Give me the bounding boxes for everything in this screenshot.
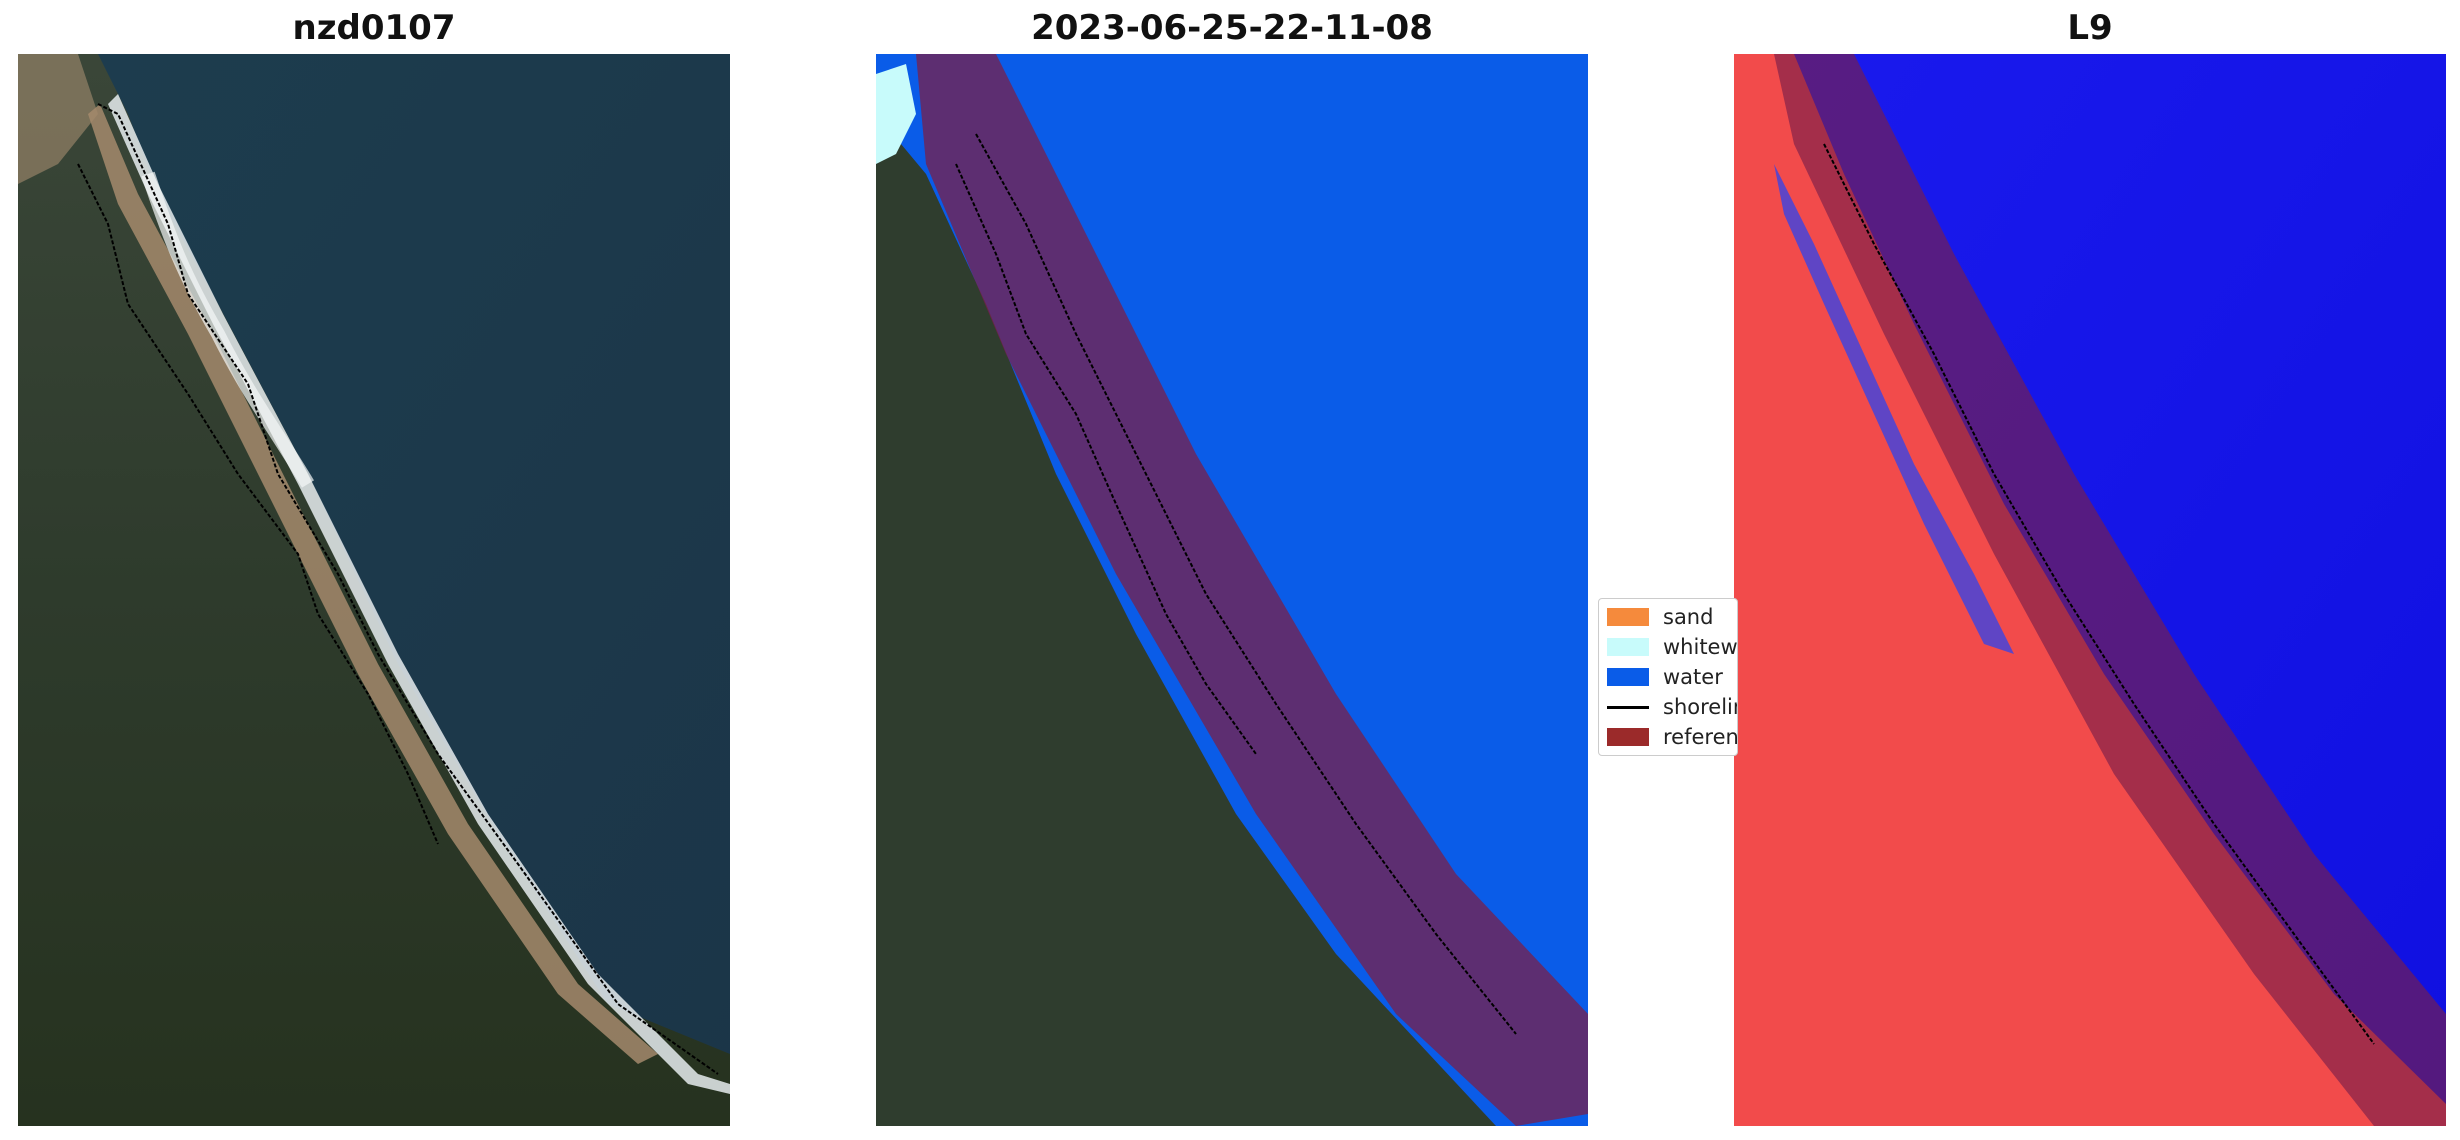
- legend-label: reference shoreline buffer: [1663, 725, 1738, 749]
- farmland-patch: [18, 54, 98, 184]
- land-area: [876, 114, 1496, 1126]
- legend-item-sand: sand: [1607, 603, 1737, 631]
- dune-toe-line: [77, 163, 439, 845]
- legend-label: sand: [1663, 605, 1714, 629]
- legend-item-whitewater: whitewater: [1607, 633, 1738, 661]
- shoreline-line: [1823, 143, 2375, 1045]
- index-panel: [1734, 54, 2446, 1126]
- legend: sand whitewater water shoreline referenc…: [1598, 598, 1738, 756]
- reference-buffer-swatch: [1607, 728, 1649, 746]
- classification-panel: [876, 54, 1588, 1126]
- classification-image: [876, 54, 1588, 1126]
- panel-title-index: L9: [2067, 8, 2113, 48]
- shoreline-line-swatch: [1607, 705, 1649, 709]
- dune-toe-line: [955, 163, 1257, 755]
- panel-title-image: nzd0107: [292, 8, 456, 48]
- whitewater-foam: [141, 171, 315, 488]
- satellite-image-panel: [18, 54, 730, 1126]
- whitewater-swatch: [1607, 638, 1649, 656]
- legend-item-water: water: [1607, 663, 1737, 691]
- legend-label: whitewater: [1663, 635, 1738, 659]
- shoreline-line: [975, 133, 1517, 1035]
- reference-buffer-overlay: [1774, 54, 2446, 1126]
- index-wet-strip: [1774, 164, 2014, 654]
- legend-label: shoreline: [1663, 695, 1737, 719]
- shoreline-line: [97, 103, 719, 1075]
- whitewater-class-area: [876, 64, 916, 164]
- satellite-image: [18, 54, 730, 1126]
- legend-label: water: [1663, 665, 1723, 689]
- reference-buffer-overlay: [916, 54, 1588, 1126]
- sand-swatch: [1607, 608, 1649, 626]
- water-swatch: [1607, 668, 1649, 686]
- panel-title-classification: 2023-06-25-22-11-08: [1031, 8, 1433, 48]
- legend-item-shoreline: shoreline: [1607, 693, 1737, 721]
- legend-item-reference-buffer: reference shoreline buffer: [1607, 723, 1738, 751]
- index-image: [1734, 54, 2446, 1126]
